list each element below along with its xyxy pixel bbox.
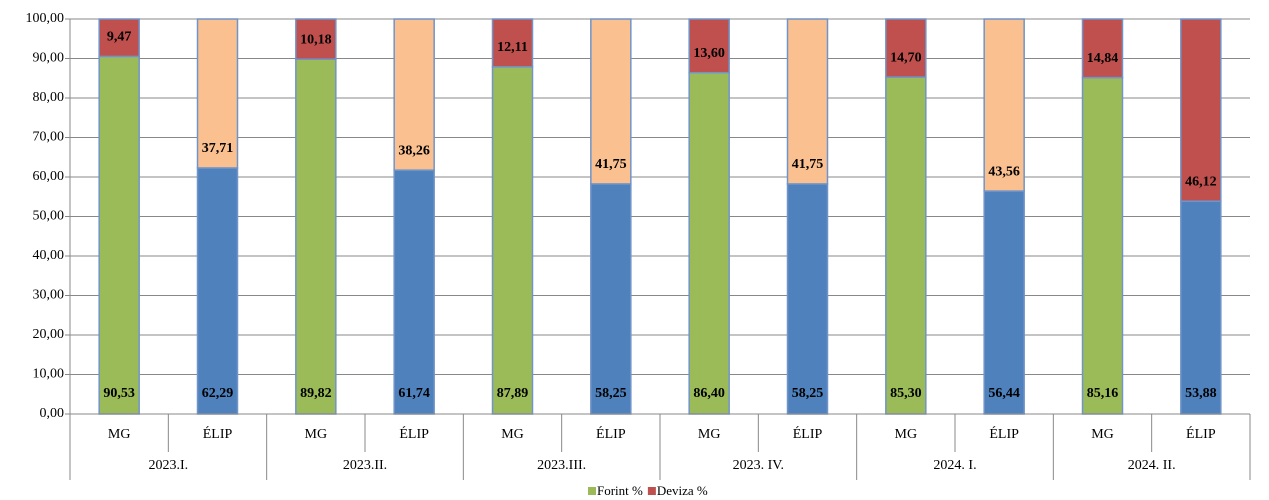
x-tick-label: ÉLIP	[989, 425, 1019, 442]
bar-segment	[1081, 18, 1124, 79]
x-tick-label: MG	[1091, 427, 1114, 442]
value-label: 90,53	[103, 386, 135, 401]
bar-segment	[786, 18, 829, 185]
bar-segment	[590, 183, 632, 415]
value-label: 89,82	[300, 386, 332, 401]
value-label: 14,84	[1087, 51, 1119, 66]
y-tick-label: 0,00	[40, 406, 65, 421]
x-tick-label: ÉLIP	[1186, 425, 1216, 442]
x-tick-label: MG	[698, 427, 721, 442]
value-label: 37,71	[202, 141, 234, 156]
bar-segment	[393, 169, 435, 415]
value-label: 58,25	[792, 386, 824, 401]
bar-segment	[1180, 200, 1222, 415]
legend-swatch	[647, 487, 656, 495]
x-tick-label: MG	[895, 427, 918, 442]
y-tick-label: 40,00	[33, 248, 65, 263]
bar-segment	[688, 18, 730, 74]
x-tick-label: ÉLIP	[596, 425, 626, 442]
bar-segment	[1180, 18, 1222, 202]
value-label: 43,56	[988, 164, 1020, 179]
value-label: 14,70	[890, 50, 922, 65]
value-label: 85,30	[890, 386, 922, 401]
bar-segment	[983, 190, 1025, 415]
bar-segment	[688, 71, 730, 415]
y-tick-label: 30,00	[33, 288, 65, 303]
bar-segment	[1081, 76, 1124, 415]
legend-label: Forint %	[597, 483, 643, 498]
value-label: 12,11	[497, 40, 528, 55]
value-label: 10,18	[300, 32, 332, 47]
bar-segment	[491, 66, 534, 415]
y-tick-label: 60,00	[33, 169, 65, 184]
bar-segment	[196, 167, 239, 415]
bar-segment	[491, 18, 534, 68]
value-label: 9,47	[107, 30, 132, 45]
y-tick-label: 90,00	[33, 51, 65, 66]
y-tick-label: 100,00	[26, 11, 65, 26]
x-tick-label: ÉLIP	[203, 425, 233, 442]
y-tick-label: 10,00	[33, 367, 65, 382]
x-tick-label: ÉLIP	[399, 425, 429, 442]
x-tick-label: ÉLIP	[793, 425, 823, 442]
x-tick-label: MG	[108, 427, 131, 442]
value-label: 61,74	[398, 386, 430, 401]
bar-segment	[786, 183, 829, 415]
bar-segment	[295, 18, 337, 60]
value-label: 41,75	[595, 157, 627, 172]
value-label: 38,26	[398, 143, 430, 158]
x-tick-label: MG	[305, 427, 328, 442]
legend-swatch	[588, 487, 596, 495]
bar-segment	[98, 55, 140, 415]
bar-segment	[98, 18, 140, 58]
bar-segment	[393, 18, 435, 171]
group-label: 2023.I.	[148, 458, 188, 473]
bar-segment	[885, 76, 927, 415]
legend-label: Deviza %	[657, 483, 708, 498]
y-tick-label: 80,00	[33, 90, 65, 105]
bar-segment	[983, 18, 1025, 192]
group-label: 2024. II.	[1128, 458, 1176, 473]
y-tick-label: 50,00	[33, 209, 65, 224]
group-label: 2023.II.	[343, 458, 387, 473]
value-label: 41,75	[792, 157, 824, 172]
bar-segment	[885, 18, 927, 78]
bar-segment	[196, 18, 239, 169]
value-label: 53,88	[1185, 386, 1217, 401]
group-label: 2023.III.	[537, 458, 586, 473]
value-label: 62,29	[202, 386, 234, 401]
value-label: 13,60	[693, 46, 725, 61]
value-label: 86,40	[693, 386, 725, 401]
value-label: 87,89	[497, 386, 529, 401]
bar-segment	[295, 58, 337, 415]
bar-segment	[590, 18, 632, 185]
value-label: 85,16	[1087, 386, 1119, 401]
group-label: 2023. IV.	[733, 458, 784, 473]
x-tick-label: MG	[501, 427, 524, 442]
y-tick-label: 70,00	[33, 130, 65, 145]
value-label: 56,44	[988, 386, 1020, 401]
value-label: 46,12	[1185, 174, 1217, 189]
value-label: 58,25	[595, 386, 627, 401]
group-label: 2024. I.	[933, 458, 976, 473]
y-tick-label: 20,00	[33, 327, 65, 342]
